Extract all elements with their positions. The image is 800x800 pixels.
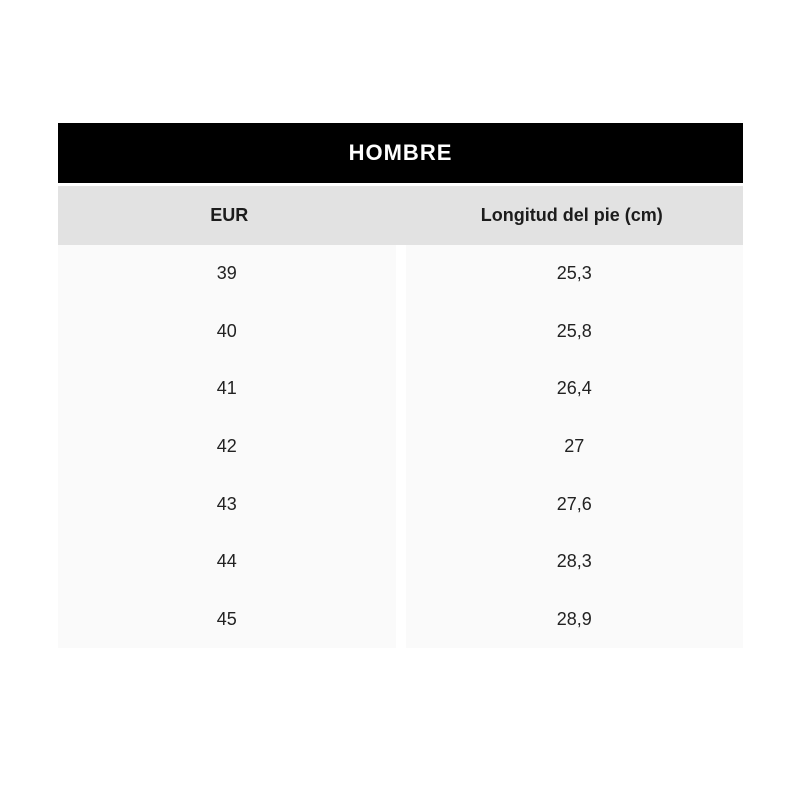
table-row: 41 26,4	[58, 360, 743, 418]
table-header-row: EUR Longitud del pie (cm)	[58, 186, 743, 245]
cell-eur-size: 39	[58, 245, 396, 303]
cell-foot-length: 27,6	[405, 475, 743, 533]
cell-foot-length: 25,3	[405, 245, 743, 303]
cell-eur-size: 43	[58, 475, 396, 533]
column-header-eur: EUR	[210, 205, 249, 225]
column-header-foot-length: Longitud del pie (cm)	[480, 205, 663, 225]
cell-eur-size: 41	[58, 360, 396, 418]
cell-foot-length: 25,8	[405, 302, 743, 361]
table-row: 42 27	[58, 417, 743, 476]
cell-eur-size: 42	[58, 417, 396, 476]
table-title-bar: HOMBRE	[58, 123, 743, 183]
table-row: 45 28,9	[58, 590, 743, 649]
table-row: 44 28,3	[58, 532, 743, 591]
cell-foot-length: 28,9	[405, 590, 743, 649]
cell-eur-size: 45	[58, 590, 396, 649]
size-chart-table: HOMBRE EUR Longitud del pie (cm) 39 25,3…	[58, 123, 743, 649]
table-row: 39 25,3	[58, 245, 743, 303]
cell-eur-size: 40	[58, 302, 396, 361]
cell-foot-length: 28,3	[405, 532, 743, 591]
table-body: 39 25,3 40 25,8 41 26,4 42 27 43 27,6 44…	[58, 245, 743, 649]
cell-foot-length: 27	[405, 417, 743, 476]
cell-foot-length: 26,4	[405, 360, 743, 418]
table-row: 40 25,8	[58, 302, 743, 361]
table-title: HOMBRE	[348, 140, 453, 165]
table-row: 43 27,6	[58, 475, 743, 533]
cell-eur-size: 44	[58, 532, 396, 591]
